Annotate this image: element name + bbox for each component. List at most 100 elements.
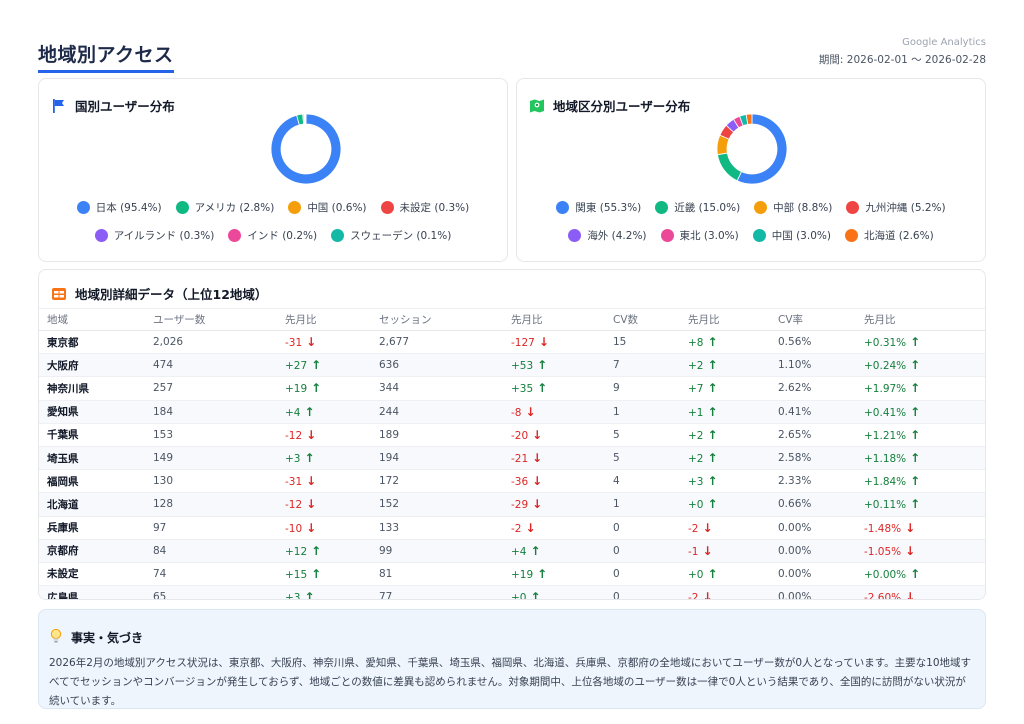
legend-dot (846, 201, 860, 214)
area-slice-1 (717, 152, 742, 182)
country-legend-item-5[interactable]: インド (0.2%) (228, 228, 317, 243)
column-header-3[interactable]: セッション (371, 308, 503, 331)
table-row: 未設定 74 +15 ↑ 81 +19 ↑ 0 +0 ↑ 0.00% +0.00% ↑ (39, 562, 985, 587)
page-header: 地域別アクセス Google Analytics 期間: 2026-02-01 … (38, 36, 986, 76)
arrow-up-icon: ↑ (707, 358, 718, 373)
delta-cell: -12 ↓ (277, 423, 371, 447)
country-legend-item-1[interactable]: アメリカ (2.8%) (175, 200, 274, 215)
table-row: 神奈川県 257 +19 ↑ 344 +35 ↑ 9 +7 ↑ 2.62% +1.97% ↑ (39, 376, 985, 401)
column-header-2[interactable]: 先月比 (277, 308, 371, 331)
delta-value: -1.05% (864, 545, 902, 558)
arrow-up-icon: ↑ (910, 358, 921, 373)
period-label: 期間: 2026-02-01 〜 2026-02-28 (818, 54, 986, 66)
arrow-up-icon: ↑ (707, 566, 718, 581)
value-cell: 636 (371, 353, 503, 378)
country-legend-item-0[interactable]: 日本 (95.4%) (76, 200, 162, 215)
delta-value: +1.97% (864, 383, 907, 396)
delta-cell: -2.60% ↓ (856, 585, 985, 599)
delta-value: -21 (511, 453, 529, 466)
delta-value: +3 (285, 592, 301, 600)
arrow-up-icon: ↑ (707, 381, 718, 396)
area-legend-item-6[interactable]: 中国 (3.0%) (752, 228, 831, 243)
delta-cell: -31 ↓ (277, 469, 371, 494)
legend-dot (175, 201, 189, 214)
column-header-8[interactable]: 先月比 (856, 308, 985, 331)
country-distribution-card: 国別ユーザー分布 日本 (95.4%) アメリカ (2.8%) 中国 (0.6%) 未… (38, 78, 508, 262)
country-donut-chart (270, 113, 342, 185)
area-legend-item-2[interactable]: 中部 (8.8%) (754, 200, 832, 215)
value-cell: 5 (605, 446, 680, 471)
delta-value: +3 (688, 476, 704, 489)
table-row: 東京都 2,026 -31 ↓ 2,677 -127 ↓ 15 +8 ↑ 0.56% +0.31% ↑ (39, 330, 985, 355)
table-body: 東京都 2,026 -31 ↓ 2,677 -127 ↓ 15 +8 ↑ 0.56% +0.31% ↑ 大… (39, 330, 985, 600)
area-legend-item-7[interactable]: 北海道 (2.6%) (844, 228, 934, 243)
legend-label: 九州沖縄 (5.2%) (865, 202, 946, 214)
value-cell: 189 (371, 423, 503, 447)
arrow-down-icon: ↓ (702, 590, 713, 600)
value-cell: 74 (145, 562, 277, 587)
delta-cell: +0.11% ↑ (856, 492, 985, 517)
table-card-title-text: 地域別詳細データ（上位12地域） (75, 287, 268, 302)
delta-value: +15 (285, 568, 308, 581)
column-header-0[interactable]: 地域 (39, 308, 145, 331)
value-cell: 1 (605, 492, 680, 517)
arrow-down-icon: ↓ (538, 335, 549, 350)
table-row: 愛知県 184 +4 ↑ 244 -8 ↓ 1 +1 ↑ 0.41% +0.41% ↑ (39, 400, 985, 424)
delta-cell: -1 ↓ (680, 539, 770, 563)
arrow-up-icon: ↑ (537, 358, 548, 373)
country-legend-item-2[interactable]: 中国 (0.6%) (288, 200, 367, 215)
value-cell: 194 (371, 446, 503, 471)
area-legend-item-1[interactable]: 近畿 (15.0%) (655, 200, 740, 215)
table-row: 福岡県 130 -31 ↓ 172 -36 ↓ 4 +3 ↑ 2.33% +1.84% ↑ (39, 469, 985, 494)
value-cell: 5 (605, 423, 680, 447)
delta-value: +19 (511, 568, 534, 581)
region-name-cell: 福岡県 (39, 469, 145, 494)
delta-value: -20 (511, 429, 529, 442)
delta-cell: +12 ↑ (277, 539, 371, 563)
area-card-title: 地域区分別ユーザー分布 (529, 96, 690, 115)
country-legend-item-6[interactable]: スウェーデン (0.1%) (331, 228, 451, 243)
legend-label: スウェーデン (0.1%) (350, 230, 452, 242)
table-row: 埼玉県 149 +3 ↑ 194 -21 ↓ 5 +2 ↑ 2.58% +1.18% ↑ (39, 446, 985, 471)
value-cell: 99 (371, 539, 503, 563)
delta-cell: -36 ↓ (503, 469, 605, 494)
column-header-1[interactable]: ユーザー数 (145, 308, 277, 331)
region-name-cell: 千葉県 (39, 423, 145, 447)
area-card-title-text: 地域区分別ユーザー分布 (553, 99, 691, 114)
value-cell: 0.00% (770, 585, 856, 599)
value-cell: 81 (371, 562, 503, 587)
country-legend-item-3[interactable]: 未設定 (0.3%) (380, 200, 469, 215)
value-cell: 149 (145, 446, 277, 471)
column-header-6[interactable]: 先月比 (680, 308, 770, 331)
delta-value: -1 (688, 545, 699, 558)
legend-label: 中部 (8.8%) (773, 202, 833, 214)
delta-value: +1.84% (864, 476, 907, 489)
value-cell: 0 (605, 516, 680, 540)
column-header-5[interactable]: CV数 (605, 308, 680, 331)
delta-value: +0.24% (864, 360, 907, 373)
arrow-down-icon: ↓ (306, 427, 317, 442)
value-cell: 184 (145, 400, 277, 424)
country-legend-item-4[interactable]: アイルランド (0.3%) (94, 228, 214, 243)
value-cell: 9 (605, 376, 680, 401)
value-cell: 0 (605, 562, 680, 587)
value-cell: 474 (145, 353, 277, 378)
value-cell: 128 (145, 492, 277, 517)
legend-dot (76, 201, 90, 214)
delta-cell: +19 ↑ (503, 562, 605, 587)
column-header-4[interactable]: 先月比 (503, 308, 605, 331)
delta-value: +7 (688, 383, 704, 396)
legend-dot (754, 201, 768, 214)
value-cell: 344 (371, 376, 503, 401)
area-legend-item-5[interactable]: 東北 (3.0%) (660, 228, 739, 243)
arrow-down-icon: ↓ (702, 543, 713, 558)
value-cell: 15 (605, 330, 680, 355)
area-legend-item-4[interactable]: 海外 (4.2%) (568, 228, 647, 243)
area-legend-item-3[interactable]: 九州沖縄 (5.2%) (846, 200, 946, 215)
legend-dot (844, 229, 858, 242)
column-header-7[interactable]: CV率 (770, 308, 856, 331)
delta-cell: +7 ↑ (680, 376, 770, 401)
area-legend-item-0[interactable]: 関東 (55.3%) (556, 200, 641, 215)
table-row: 北海道 128 -12 ↓ 152 -29 ↓ 1 +0 ↑ 0.66% +0.11% ↑ (39, 492, 985, 517)
delta-value: +1 (688, 406, 704, 419)
